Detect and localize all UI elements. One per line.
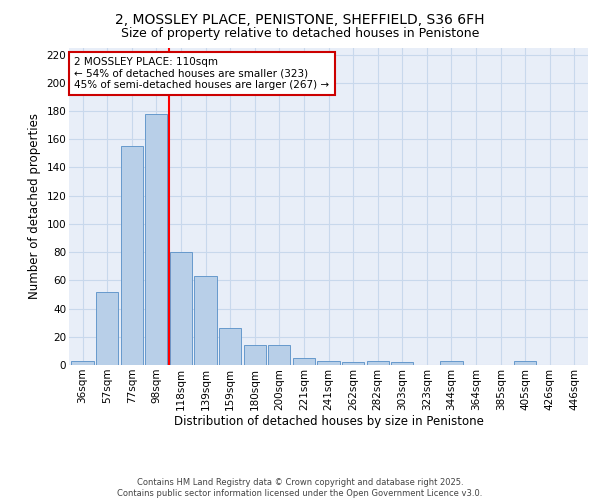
Bar (367, 361, 389, 365)
Bar (170, 252, 192, 365)
Bar (71, 361, 94, 365)
Bar (268, 345, 290, 365)
Bar (145, 114, 167, 365)
Bar (293, 358, 315, 365)
Bar (244, 345, 266, 365)
Bar (391, 362, 413, 365)
Bar (121, 146, 143, 365)
Bar (194, 276, 217, 365)
Bar (96, 292, 118, 365)
Text: Contains HM Land Registry data © Crown copyright and database right 2025.
Contai: Contains HM Land Registry data © Crown c… (118, 478, 482, 498)
Bar (440, 361, 463, 365)
Bar (514, 361, 536, 365)
Text: Size of property relative to detached houses in Penistone: Size of property relative to detached ho… (121, 28, 479, 40)
X-axis label: Distribution of detached houses by size in Penistone: Distribution of detached houses by size … (173, 416, 484, 428)
Bar (317, 361, 340, 365)
Bar (219, 328, 241, 365)
Y-axis label: Number of detached properties: Number of detached properties (28, 114, 41, 299)
Bar (342, 362, 364, 365)
Text: 2, MOSSLEY PLACE, PENISTONE, SHEFFIELD, S36 6FH: 2, MOSSLEY PLACE, PENISTONE, SHEFFIELD, … (115, 12, 485, 26)
Text: 2 MOSSLEY PLACE: 110sqm
← 54% of detached houses are smaller (323)
45% of semi-d: 2 MOSSLEY PLACE: 110sqm ← 54% of detache… (74, 57, 329, 90)
